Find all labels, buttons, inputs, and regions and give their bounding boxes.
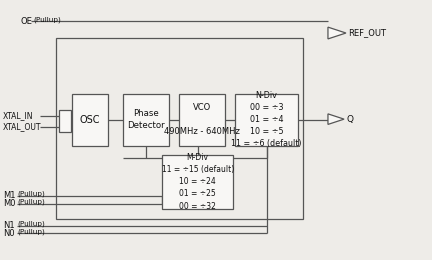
Text: M0: M0 (3, 199, 16, 208)
Polygon shape (328, 27, 346, 39)
Text: XTAL_OUT: XTAL_OUT (3, 122, 41, 131)
Text: REF_OUT: REF_OUT (349, 29, 386, 37)
Bar (179, 94, 225, 146)
Bar (59, 110, 71, 132)
Polygon shape (328, 114, 344, 125)
Text: N-Div
00 = ÷3
01 = ÷4
10 = ÷5
11 = ÷6 (default): N-Div 00 = ÷3 01 = ÷4 10 = ÷5 11 = ÷6 (d… (232, 91, 302, 148)
Text: XTAL_IN: XTAL_IN (3, 111, 33, 120)
Text: OE: OE (20, 17, 32, 26)
Text: M-Div
11 = ÷15 (default)
10 = ÷24
01 = ÷25
00 = ÷32: M-Div 11 = ÷15 (default) 10 = ÷24 01 = ÷… (162, 153, 234, 211)
Bar (56, 38, 303, 219)
Bar (235, 94, 298, 146)
Text: N0: N0 (3, 229, 15, 238)
Text: (Pullup): (Pullup) (17, 198, 45, 205)
Text: Q: Q (346, 115, 353, 124)
Text: (Pullup): (Pullup) (34, 17, 62, 23)
Text: (Pullup): (Pullup) (17, 220, 45, 227)
Text: N1: N1 (3, 221, 15, 230)
Text: Phase
Detector: Phase Detector (127, 109, 165, 130)
Text: (Pullup): (Pullup) (17, 191, 45, 197)
Bar (162, 154, 233, 209)
Text: (Pullup): (Pullup) (17, 228, 45, 235)
Text: OSC: OSC (80, 115, 100, 125)
Text: M1: M1 (3, 191, 16, 200)
Bar (124, 94, 168, 146)
Text: VCO

490MHz - 640MHz: VCO 490MHz - 640MHz (164, 103, 240, 136)
Bar (72, 94, 108, 146)
